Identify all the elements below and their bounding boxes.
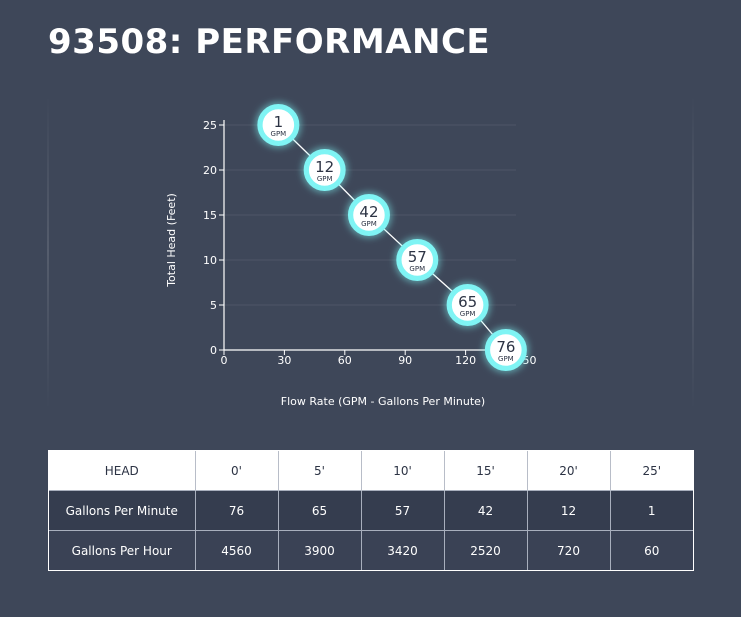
- data-label: 12: [315, 158, 334, 176]
- data-label: 42: [359, 203, 378, 221]
- data-point-glow: [303, 149, 346, 191]
- table-header-cell: 10': [361, 451, 445, 491]
- y-tick-label: 0: [210, 344, 217, 357]
- x-axis-label: Flow Rate (GPM - Gallons Per Minute): [281, 395, 485, 408]
- table-cell: 65: [278, 490, 362, 531]
- data-label: 65: [458, 293, 477, 311]
- performance-table-grid: HEAD 0' 5' 10' 15' 20' 25' Gallons Per M…: [49, 451, 693, 570]
- data-label-unit: GPM: [317, 175, 333, 183]
- x-tick-label: 60: [338, 354, 352, 367]
- performance-chart: 0 5 10 15 20 25 0 30 60 90 120 150 1 GPM 12 GPM 42 GPM 57…: [47, 95, 694, 410]
- table-cell: 2520: [444, 530, 528, 570]
- table-cell: 12: [527, 490, 611, 531]
- data-label: 1: [274, 113, 284, 131]
- table-row: Gallons Per Hour 4560 3900 3420 2520 720…: [49, 530, 693, 570]
- table-row: Gallons Per Minute 76 65 57 42 12 1: [49, 490, 693, 531]
- table-cell: 76: [195, 490, 279, 531]
- table-cell: 1: [610, 490, 693, 531]
- table-cell: Gallons Per Minute: [49, 490, 196, 531]
- x-tick-label: 120: [455, 354, 476, 367]
- performance-table: HEAD 0' 5' 10' 15' 20' 25' Gallons Per M…: [48, 450, 694, 571]
- x-tick-label: 0: [221, 354, 228, 367]
- table-cell: 3420: [361, 530, 445, 570]
- x-tick-label: 90: [398, 354, 412, 367]
- table-cell: 720: [527, 530, 611, 570]
- panel-edge-left: [47, 95, 49, 410]
- table-header-cell: 25': [610, 451, 693, 491]
- data-point-glow: [396, 239, 439, 281]
- data-label-unit: GPM: [271, 130, 287, 138]
- data-label-unit: GPM: [498, 355, 514, 363]
- data-point: [306, 151, 343, 189]
- data-point-glow: [347, 194, 390, 236]
- table-header-row: HEAD 0' 5' 10' 15' 20' 25': [49, 451, 693, 491]
- table-cell: 3900: [278, 530, 362, 570]
- table-cell: 60: [610, 530, 693, 570]
- y-tick-label: 10: [203, 254, 217, 267]
- table-cell: 57: [361, 490, 445, 531]
- data-point: [487, 331, 525, 369]
- y-tick-label: 25: [203, 119, 217, 132]
- y-tick-label: 5: [210, 299, 217, 312]
- table-header-cell: 5': [278, 451, 362, 491]
- data-point: [350, 196, 388, 234]
- table-header-cell: 15': [444, 451, 528, 491]
- table-header-cell: HEAD: [49, 451, 196, 491]
- table-cell: Gallons Per Hour: [49, 530, 196, 570]
- data-point-glow: [257, 104, 300, 146]
- y-tick-label: 15: [203, 209, 217, 222]
- data-point-glow: [484, 329, 527, 371]
- y-axis-label: Total Head (Feet): [165, 193, 178, 288]
- panel-edge-right: [692, 95, 694, 410]
- data-label-unit: GPM: [409, 265, 425, 273]
- table-cell: 4560: [195, 530, 279, 570]
- data-label-unit: GPM: [361, 220, 377, 228]
- data-point: [399, 241, 436, 279]
- data-label: 57: [408, 248, 427, 266]
- y-tick-label: 20: [203, 164, 217, 177]
- data-point: [449, 286, 486, 324]
- table-header-cell: 0': [195, 451, 279, 491]
- page-title: 93508: PERFORMANCE: [48, 22, 491, 62]
- table-header-cell: 20': [527, 451, 611, 491]
- data-label-unit: GPM: [460, 310, 476, 318]
- data-point-glow: [446, 284, 489, 326]
- table-cell: 42: [444, 490, 528, 531]
- x-tick-label: 30: [277, 354, 291, 367]
- data-point: [260, 106, 297, 144]
- data-label: 76: [496, 338, 515, 356]
